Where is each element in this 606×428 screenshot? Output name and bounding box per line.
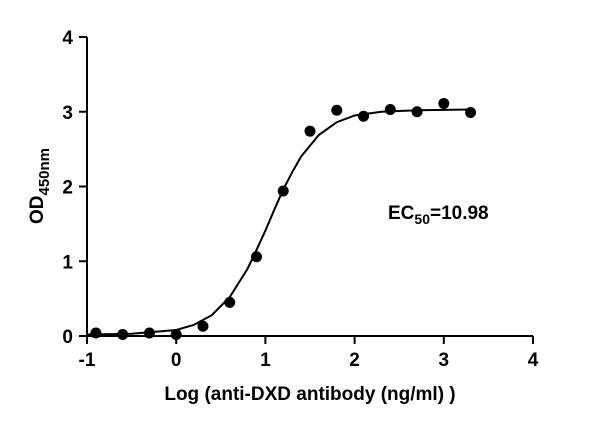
data-point — [411, 106, 423, 118]
data-point — [465, 106, 477, 118]
ec-rest: =10.98 — [430, 203, 489, 224]
data-point — [143, 327, 155, 339]
y-tick-label: 0 — [62, 327, 73, 348]
data-point — [90, 327, 102, 339]
x-tick-label: -1 — [79, 350, 96, 371]
data-point — [224, 296, 236, 308]
x-tick-label: 3 — [439, 350, 450, 371]
data-point — [117, 329, 129, 341]
ec-main: EC — [388, 203, 415, 224]
data-point — [304, 125, 316, 137]
fit-curve — [86, 108, 471, 336]
y-axis-label: OD450nm — [27, 148, 53, 224]
y-tick-label: 1 — [62, 252, 73, 273]
data-point — [358, 110, 370, 122]
y-tick-label: 2 — [62, 178, 73, 199]
ec-sub: 50 — [414, 211, 430, 227]
x-tick-label: 4 — [528, 350, 539, 371]
annotation: EC50=10.98 — [388, 203, 489, 227]
data-point — [250, 251, 262, 263]
data-point — [197, 320, 209, 332]
y-tick-label: 4 — [62, 28, 73, 49]
x-axis-label: Log (anti-DXD antibody (ng/ml) ) — [164, 384, 455, 405]
y-label-sub: 450nm — [36, 148, 53, 196]
data-point — [277, 185, 289, 197]
data-point — [331, 104, 343, 116]
y-label-main: OD — [27, 196, 48, 225]
x-tick-label: 1 — [260, 350, 271, 371]
x-tick-label: 2 — [349, 350, 360, 371]
data-point — [438, 98, 450, 110]
data-point — [170, 329, 182, 341]
y-tick-label: 3 — [62, 103, 73, 124]
data-point — [384, 104, 396, 116]
x-tick-label: 0 — [171, 350, 182, 371]
